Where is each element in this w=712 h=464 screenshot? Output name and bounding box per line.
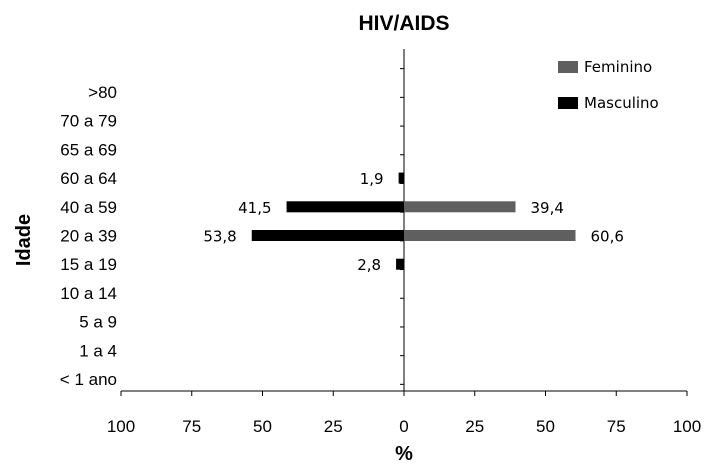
bar-masculino xyxy=(398,172,404,184)
category-label: 65 a 69 xyxy=(60,140,117,159)
category-label: 5 a 9 xyxy=(79,313,117,332)
bar-masculino xyxy=(251,230,404,241)
bar-feminino xyxy=(404,230,576,241)
x-tick-label: 25 xyxy=(465,417,484,436)
category-label: 60 a 64 xyxy=(60,169,117,188)
category-label: >80 xyxy=(88,83,117,102)
bar-masculino xyxy=(286,201,404,213)
y-axis-label: Idade xyxy=(13,214,35,266)
x-tick-label: 75 xyxy=(182,417,201,436)
x-tick-label: 50 xyxy=(536,417,555,436)
x-axis-label: % xyxy=(395,443,413,464)
bar-feminino xyxy=(404,201,516,213)
x-tick-label: 75 xyxy=(607,417,626,436)
data-label: 41,5 xyxy=(238,199,271,217)
legend-swatch xyxy=(558,61,578,73)
legend-label: Masculino xyxy=(584,94,659,112)
category-label: 20 a 39 xyxy=(60,227,117,246)
data-label: 2,8 xyxy=(357,256,381,274)
category-label: 40 a 59 xyxy=(60,198,117,217)
legend-label: Feminino xyxy=(584,58,652,76)
chart-title: HIV/AIDS xyxy=(358,12,449,35)
legend-swatch xyxy=(558,97,578,109)
category-label: 15 a 19 xyxy=(60,255,117,274)
x-tick-label: 100 xyxy=(673,417,701,436)
category-label: 70 a 79 xyxy=(60,112,117,131)
category-label: 1 a 4 xyxy=(79,341,117,360)
x-tick-label: 0 xyxy=(399,417,408,436)
category-label: < 1 ano xyxy=(60,370,117,389)
data-label: 39,4 xyxy=(531,199,564,217)
x-tick-label: 50 xyxy=(253,417,272,436)
x-tick-label: 25 xyxy=(324,417,343,436)
data-label: 60,6 xyxy=(590,228,623,246)
category-label: 10 a 14 xyxy=(60,284,117,303)
data-label: 1,9 xyxy=(360,170,384,188)
data-label: 53,8 xyxy=(203,228,236,246)
x-tick-label: 100 xyxy=(107,417,135,436)
bar-masculino xyxy=(396,258,404,270)
